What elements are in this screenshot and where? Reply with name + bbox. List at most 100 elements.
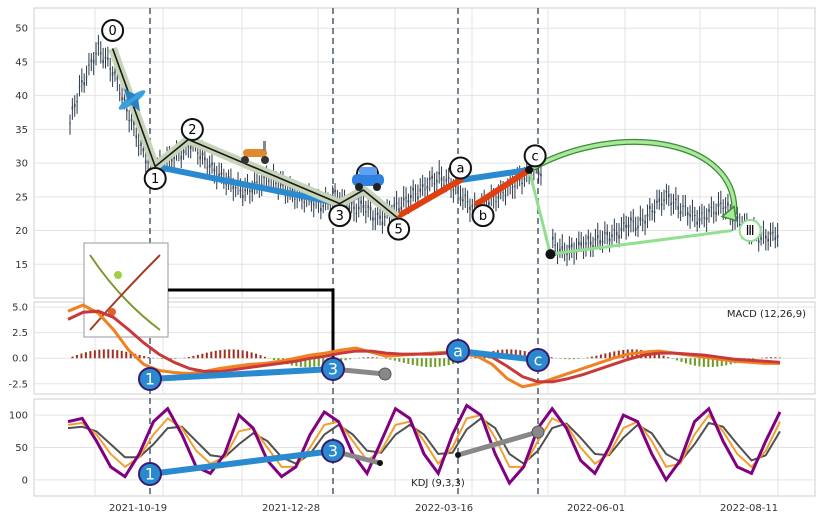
macd-badge-text: a bbox=[453, 342, 463, 361]
macd-histogram-bar bbox=[514, 349, 517, 359]
macd-histogram-bar bbox=[210, 351, 213, 359]
macd-histogram-bar bbox=[192, 355, 195, 359]
macd-histogram-bar bbox=[367, 357, 370, 359]
candle-body bbox=[625, 224, 627, 228]
candle-body bbox=[554, 244, 556, 246]
macd-histogram-bar bbox=[402, 358, 405, 363]
candle-body bbox=[140, 143, 142, 146]
candle-body bbox=[651, 210, 653, 213]
candle-body bbox=[353, 206, 355, 210]
macd-histogram-bar bbox=[138, 354, 141, 359]
candle-body bbox=[410, 194, 412, 198]
candle-body bbox=[173, 155, 175, 160]
candle-body bbox=[606, 231, 609, 235]
trendline-5-a bbox=[393, 176, 464, 221]
macd-histogram-bar bbox=[438, 358, 441, 367]
candle-body bbox=[646, 214, 649, 217]
candle-body bbox=[757, 240, 760, 243]
macd-histogram-bar bbox=[398, 358, 401, 362]
candle-body bbox=[724, 206, 727, 209]
macd-histogram-bar bbox=[120, 350, 123, 359]
macd-badge-text: 3 bbox=[328, 360, 338, 379]
candle-body bbox=[653, 211, 656, 214]
candle-body bbox=[641, 219, 644, 221]
price-y-tick-label: 15 bbox=[15, 260, 28, 271]
macd-histogram-bar bbox=[689, 358, 692, 365]
projection-low-dot bbox=[545, 249, 556, 260]
candle-body bbox=[634, 227, 637, 231]
airplane-body bbox=[118, 90, 146, 110]
candle-body bbox=[376, 212, 379, 215]
candle-body bbox=[249, 190, 251, 192]
candle-body bbox=[632, 220, 635, 222]
candle-body bbox=[412, 187, 414, 191]
candle-body bbox=[649, 205, 651, 210]
macd-y-tick-label: 0.0 bbox=[12, 354, 28, 365]
macd-histogram-bar bbox=[684, 358, 687, 364]
macd-gray-dot bbox=[378, 367, 392, 381]
candle-body bbox=[540, 173, 542, 177]
candle-body bbox=[696, 221, 698, 225]
macd-histogram-bar bbox=[586, 357, 589, 359]
macd-histogram-bar bbox=[779, 357, 781, 359]
kdj-panel-label: KDJ (9,3,3) bbox=[411, 478, 465, 489]
macd-wave-badge-a: a bbox=[446, 339, 470, 363]
kdj-gray-dot bbox=[531, 425, 545, 439]
price-y-tick-label: 45 bbox=[15, 57, 28, 68]
macd-histogram-bar bbox=[407, 358, 410, 364]
macd-histogram-bar bbox=[71, 356, 74, 359]
macd-histogram-bar bbox=[770, 357, 773, 359]
price-y-tick-label: 25 bbox=[15, 192, 28, 203]
trendline-1-3 bbox=[152, 163, 343, 207]
wave-label-c: c bbox=[523, 144, 547, 168]
candle-body bbox=[630, 217, 632, 221]
candle-body bbox=[218, 173, 220, 177]
candle-body bbox=[263, 175, 265, 179]
macd-histogram-bar bbox=[304, 358, 307, 368]
macd-histogram-bar bbox=[362, 357, 365, 359]
macd-histogram-bar bbox=[371, 357, 374, 359]
candle-body bbox=[511, 186, 514, 188]
candle-body bbox=[585, 242, 587, 245]
candle-body bbox=[279, 182, 282, 186]
candle-body bbox=[239, 189, 242, 192]
candle-body bbox=[102, 59, 104, 64]
candle-body bbox=[656, 200, 658, 203]
car-roof bbox=[359, 167, 377, 175]
macd-histogram-bar bbox=[111, 349, 114, 359]
candle-body bbox=[414, 193, 417, 195]
macd-histogram-bar bbox=[84, 352, 87, 359]
macd-histogram-bar bbox=[174, 358, 177, 359]
candle-body bbox=[774, 237, 777, 241]
candle-body bbox=[712, 212, 715, 214]
car-wheel bbox=[355, 183, 363, 191]
macd-histogram-bar bbox=[693, 358, 696, 366]
candle-body bbox=[627, 224, 630, 228]
macd-histogram-bar bbox=[214, 350, 217, 359]
candle-body bbox=[83, 82, 85, 86]
wave-path-line bbox=[111, 48, 398, 218]
x-tick-label: 2022-08-11 bbox=[720, 503, 778, 514]
candle-body bbox=[78, 86, 81, 88]
scooter-handle bbox=[263, 141, 266, 151]
candle-body bbox=[213, 168, 216, 172]
wave-label-text: 3 bbox=[336, 209, 344, 224]
kdj-trend-gray-2 bbox=[457, 429, 539, 458]
candle-body bbox=[767, 238, 769, 242]
candle-body bbox=[471, 204, 474, 208]
candle-body bbox=[187, 146, 190, 148]
macd-histogram-bar bbox=[680, 358, 683, 362]
candle-body bbox=[99, 52, 102, 55]
macd-histogram-bar bbox=[510, 349, 513, 359]
candle-body bbox=[457, 186, 459, 189]
macd-histogram-bar bbox=[698, 358, 701, 367]
macd-histogram-bar bbox=[187, 356, 190, 359]
candle-body bbox=[256, 181, 258, 183]
candle-body bbox=[698, 217, 701, 221]
macd-histogram-bar bbox=[80, 353, 83, 359]
candle-body bbox=[147, 161, 149, 163]
wave-label-circle bbox=[449, 156, 472, 180]
wave-label-circle bbox=[523, 144, 547, 168]
candle-body bbox=[303, 201, 306, 203]
